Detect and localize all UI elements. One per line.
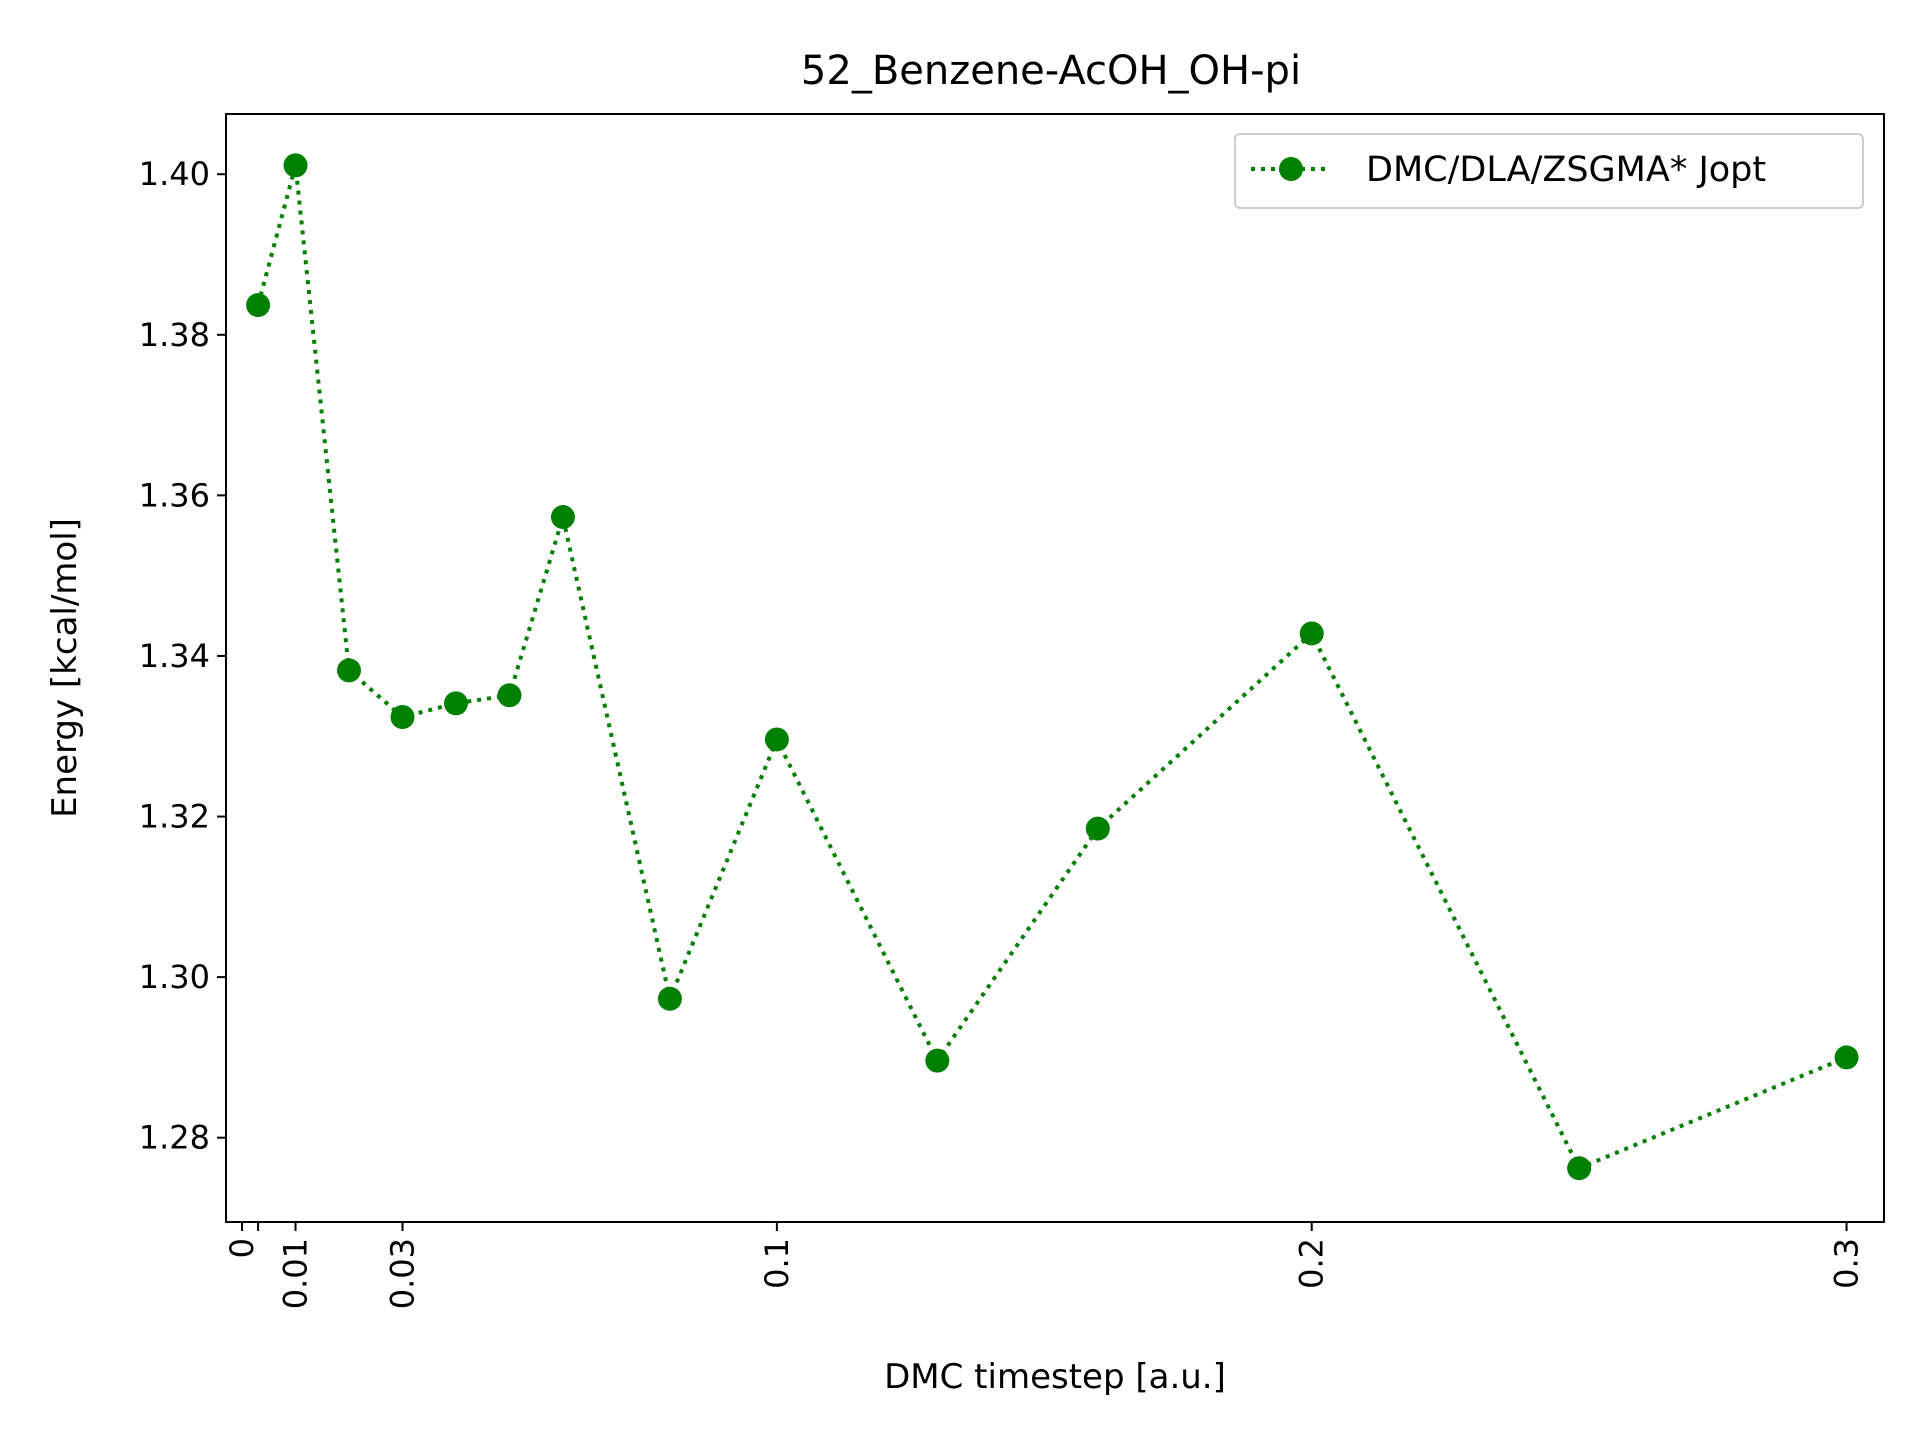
x-tick-label: 0 — [223, 1238, 261, 1258]
axis-ticks: 1.28 1.30 1.32 1.34 1.36 1.38 1.40 0 0.01 0.03 0.1… — [139, 155, 1866, 1309]
legend-label: DMC/DLA/ZSGMA* Jopt — [1366, 150, 1766, 190]
x-tick-label: 0.3 — [1828, 1238, 1866, 1289]
data-point — [497, 683, 522, 708]
y-tick-label: 1.28 — [139, 1119, 210, 1157]
x-tick-label: 0.03 — [384, 1238, 422, 1309]
x-tick-label: 0.1 — [758, 1238, 796, 1289]
y-tick-label: 1.32 — [139, 798, 210, 836]
y-tick-label: 1.30 — [139, 958, 210, 996]
data-point — [657, 986, 682, 1011]
y-tick-label: 1.34 — [139, 637, 210, 675]
y-axis-label: Energy [kcal/mol] — [45, 518, 85, 818]
x-tick-label: 0.2 — [1293, 1238, 1331, 1289]
data-point — [550, 505, 575, 530]
x-tick-label: 0.01 — [277, 1238, 315, 1309]
data-point — [443, 691, 468, 716]
data-point — [925, 1048, 950, 1073]
data-point — [764, 727, 789, 752]
data-point — [1834, 1045, 1859, 1070]
data-point — [1299, 621, 1324, 646]
data-point — [1567, 1156, 1592, 1181]
data-point — [283, 153, 308, 178]
series-line — [256, 164, 1848, 1171]
legend: DMC/DLA/ZSGMA* Jopt — [1234, 133, 1864, 209]
x-axis-label: DMC timestep [a.u.] — [884, 1357, 1226, 1397]
data-point — [390, 704, 415, 729]
legend-box — [1234, 133, 1864, 209]
y-tick-label: 1.36 — [139, 476, 210, 514]
legend-marker — [1279, 157, 1303, 181]
plot-frame — [225, 113, 1885, 1223]
data-point — [1085, 816, 1110, 841]
data-point — [246, 293, 271, 318]
y-tick-label: 1.40 — [139, 155, 210, 193]
plot-area — [246, 153, 1859, 1181]
y-tick-label: 1.38 — [139, 316, 210, 354]
data-point — [337, 658, 362, 683]
chart-title: 52_Benzene-AcOH_OH-pi — [801, 48, 1301, 94]
